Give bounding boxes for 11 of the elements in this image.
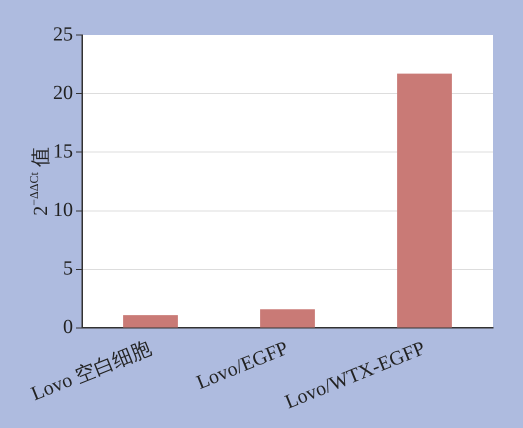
y-tick-label: 20 (53, 82, 73, 104)
y-axis-title: 2−ΔΔCt 值 (27, 147, 52, 216)
y-tick-label: 0 (63, 316, 73, 338)
y-tick-label: 10 (53, 199, 73, 222)
y-tick-label: 15 (53, 140, 73, 162)
y-tick-label: 5 (63, 258, 73, 280)
bar (123, 315, 178, 328)
x-tick-label: Lovo 空白细胞 (28, 337, 154, 406)
bar (397, 74, 452, 328)
y-tick-label: 25 (53, 23, 73, 46)
bar (260, 309, 315, 328)
